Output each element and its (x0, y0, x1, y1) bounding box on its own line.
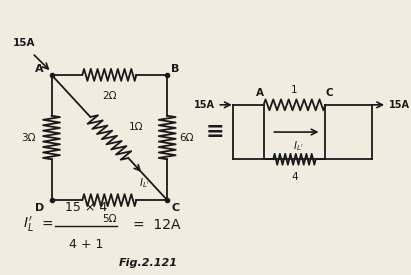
Text: 1: 1 (291, 85, 298, 95)
Text: C: C (171, 203, 179, 213)
Text: 15A: 15A (389, 100, 410, 110)
Text: 15 × 4: 15 × 4 (65, 201, 107, 214)
Text: 15A: 15A (194, 100, 215, 110)
Text: =  12A: = 12A (132, 218, 180, 232)
Text: A: A (256, 88, 264, 98)
Text: 4: 4 (291, 172, 298, 182)
Text: 4 + 1: 4 + 1 (69, 238, 104, 251)
Text: $I_L'$: $I_L'$ (23, 215, 34, 234)
Text: 5Ω: 5Ω (102, 214, 117, 224)
Text: $I_{L'}$: $I_{L'}$ (139, 176, 150, 189)
Text: A: A (35, 64, 44, 73)
Text: D: D (35, 203, 44, 213)
Text: 15A: 15A (13, 38, 36, 48)
Text: $I_{L'}$: $I_{L'}$ (293, 139, 304, 153)
Text: 3Ω: 3Ω (22, 133, 36, 142)
Text: ≡: ≡ (206, 122, 225, 142)
Text: 6Ω: 6Ω (179, 133, 193, 142)
Text: B: B (171, 64, 180, 73)
Text: 1Ω: 1Ω (129, 122, 143, 132)
Text: =: = (42, 218, 53, 232)
Text: 2Ω: 2Ω (102, 91, 117, 101)
Text: Fig.2.121: Fig.2.121 (118, 258, 178, 268)
Text: C: C (326, 88, 333, 98)
